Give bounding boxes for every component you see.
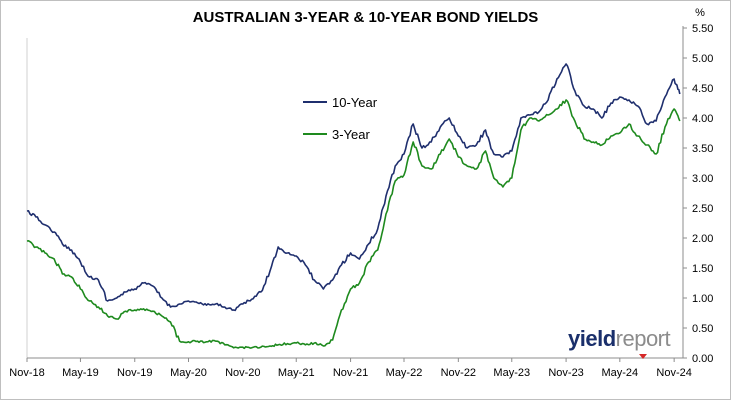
x-tick-label: May-24 [601,367,638,379]
logo-marker-icon [639,354,647,359]
y-tick-label: 3.50 [692,143,713,155]
x-tick-label: Nov-23 [548,367,583,379]
legend: 10-Year 3-Year [303,95,378,142]
x-tick-group: Nov-18 May-19 Nov-19 May-20 Nov-20 May-21 Nov-… [9,358,692,379]
y-tick-label: 2.50 [692,203,713,215]
series-group [26,63,681,350]
x-tick-label: May-22 [386,367,423,379]
chart-title: AUSTRALIAN 3-YEAR & 10-YEAR BOND YIELDS [192,9,539,26]
series-line-10-year [26,63,681,312]
y-tick-label: 1.00 [692,293,713,305]
x-tick-label: Nov-18 [9,367,44,379]
y-axis-unit: % [695,7,705,19]
x-tick-label: Nov-19 [117,367,152,379]
x-tick-label: May-21 [278,367,315,379]
y-tick-label: 5.00 [692,53,713,65]
x-tick-label: May-20 [170,367,207,379]
y-tick-label: 4.50 [692,83,713,95]
y-tick-label: 0.50 [692,323,713,335]
y-tick-label: 1.50 [692,263,713,275]
logo-word-report: report [615,326,671,351]
logo-word-yield: yield [568,326,616,351]
legend-label-3-year: 3-Year [332,127,370,142]
x-tick-label: Nov-22 [441,367,476,379]
y-tick-label: 3.00 [692,173,713,185]
y-tick-group: 0.00 0.50 1.00 1.50 2.00 2.50 3.00 3.50 4.00 4.50… [683,23,713,365]
y-tick-label: 2.00 [692,233,713,245]
y-tick-label: 0.00 [692,353,713,365]
x-tick-label: Nov-24 [656,367,691,379]
y-tick-label: 4.00 [692,113,713,125]
x-tick-label: Nov-21 [333,367,368,379]
y-tick-label: 5.50 [692,23,713,35]
legend-label-10-year: 10-Year [332,95,378,110]
x-tick-label: May-23 [493,367,530,379]
x-tick-label: May-19 [62,367,99,379]
x-tick-label: Nov-20 [225,367,260,379]
series-line-3-year [26,99,681,350]
yieldreport-logo: yieldreport [568,326,671,352]
